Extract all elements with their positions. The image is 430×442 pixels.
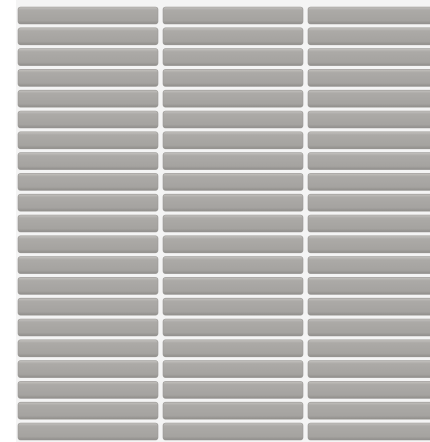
tile	[308, 381, 430, 398]
tile	[163, 153, 303, 170]
tile	[18, 402, 158, 419]
tile	[163, 402, 303, 419]
tile	[308, 132, 430, 149]
tile	[308, 319, 430, 336]
tile	[18, 319, 158, 336]
tile	[308, 215, 430, 232]
tile	[18, 28, 158, 45]
tile	[163, 132, 303, 149]
tile	[163, 215, 303, 232]
tile	[308, 90, 430, 107]
tile	[308, 194, 430, 211]
tile	[308, 69, 430, 86]
tile	[308, 277, 430, 294]
tile	[18, 298, 158, 315]
tile	[308, 153, 430, 170]
tile	[18, 111, 158, 128]
tile	[163, 69, 303, 86]
tile	[163, 361, 303, 378]
tile	[18, 340, 158, 357]
tile	[163, 236, 303, 253]
tile	[308, 173, 430, 190]
tile	[163, 90, 303, 107]
tile	[18, 173, 158, 190]
tile	[18, 236, 158, 253]
tile	[18, 361, 158, 378]
tile	[163, 7, 303, 24]
tile	[308, 236, 430, 253]
tile	[308, 7, 430, 24]
tile	[18, 90, 158, 107]
tile	[308, 28, 430, 45]
tile	[163, 340, 303, 357]
tile-mosaic	[0, 0, 430, 442]
tile	[18, 381, 158, 398]
tile	[18, 69, 158, 86]
tile	[18, 277, 158, 294]
tile	[18, 423, 158, 440]
margin	[0, 0, 16, 442]
tile	[308, 361, 430, 378]
tile	[18, 132, 158, 149]
page: (() => { const svg = document.getElement…	[0, 0, 430, 442]
tile	[163, 277, 303, 294]
tile	[163, 257, 303, 274]
tile	[18, 194, 158, 211]
tile	[18, 49, 158, 66]
tile	[163, 423, 303, 440]
tile	[163, 111, 303, 128]
tile	[18, 215, 158, 232]
tile	[18, 153, 158, 170]
tile	[163, 194, 303, 211]
tile	[308, 49, 430, 66]
tile	[163, 49, 303, 66]
tile	[308, 111, 430, 128]
tile	[308, 257, 430, 274]
tile	[308, 340, 430, 357]
tile	[163, 298, 303, 315]
tile	[308, 298, 430, 315]
tile	[163, 319, 303, 336]
tile	[18, 257, 158, 274]
tile	[163, 173, 303, 190]
tile	[308, 423, 430, 440]
tile	[163, 28, 303, 45]
tile	[18, 7, 158, 24]
tile	[308, 402, 430, 419]
tile	[163, 381, 303, 398]
